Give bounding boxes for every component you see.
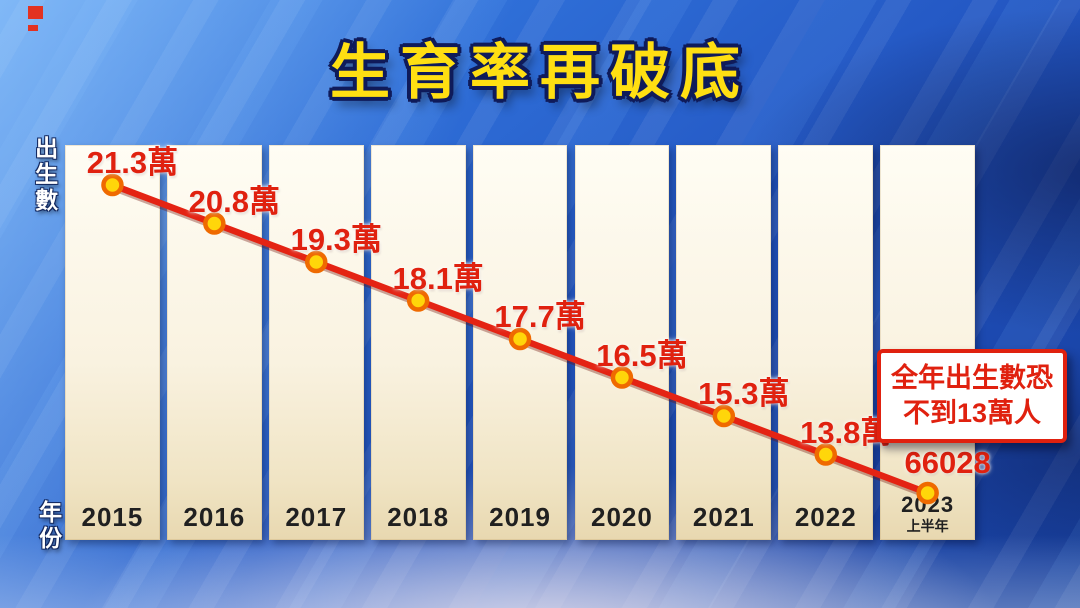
data-point-value-label: 17.7萬 xyxy=(494,299,586,334)
annotation-line2: 不到13萬人 xyxy=(902,398,1042,429)
year-label: 2015 xyxy=(81,502,144,532)
data-point-value-label: 66028 xyxy=(904,445,991,480)
data-point-value-label: 18.1萬 xyxy=(392,260,484,296)
year-label: 2017 xyxy=(285,502,348,532)
year-label: 2016 xyxy=(183,502,246,532)
data-point-value-label: 15.3萬 xyxy=(698,376,790,411)
annotation-callout: 全年出生數恐 不到13萬人 xyxy=(877,349,1067,444)
data-point-value-label: 19.3萬 xyxy=(290,222,382,257)
y-axis-label: 出生數 xyxy=(31,136,58,214)
data-point-value-label: 20.8萬 xyxy=(188,183,281,219)
year-label: 2020 xyxy=(591,502,653,532)
year-sub-label: 上半年 xyxy=(906,518,949,534)
year-label: 2023 xyxy=(901,492,955,517)
year-label: 2022 xyxy=(794,502,857,532)
year-label: 2018 xyxy=(387,502,450,532)
station-watermark xyxy=(28,6,43,31)
chart-column: 2019 xyxy=(472,145,568,540)
chart-column: 2022 xyxy=(778,145,874,540)
chart-column: 2017 xyxy=(268,145,364,540)
year-label: 2019 xyxy=(489,502,551,532)
annotation-line1: 全年出生數恐 xyxy=(891,363,1053,393)
year-label: 2021 xyxy=(692,502,755,532)
data-point-value-label: 21.3萬 xyxy=(86,145,179,180)
x-axis-label: 年份 xyxy=(35,500,62,552)
chart-column: 2021 xyxy=(676,145,772,540)
data-point-value-label: 13.8萬 xyxy=(800,414,892,450)
chart-title: 生育率再破底 xyxy=(330,39,750,106)
chart-column: 2018 xyxy=(370,145,466,540)
watermark-mark-top xyxy=(28,6,43,19)
chart-column: 2015 xyxy=(65,145,160,540)
watermark-mark-bottom xyxy=(28,25,38,31)
data-point-value-label: 16.5萬 xyxy=(596,337,688,373)
